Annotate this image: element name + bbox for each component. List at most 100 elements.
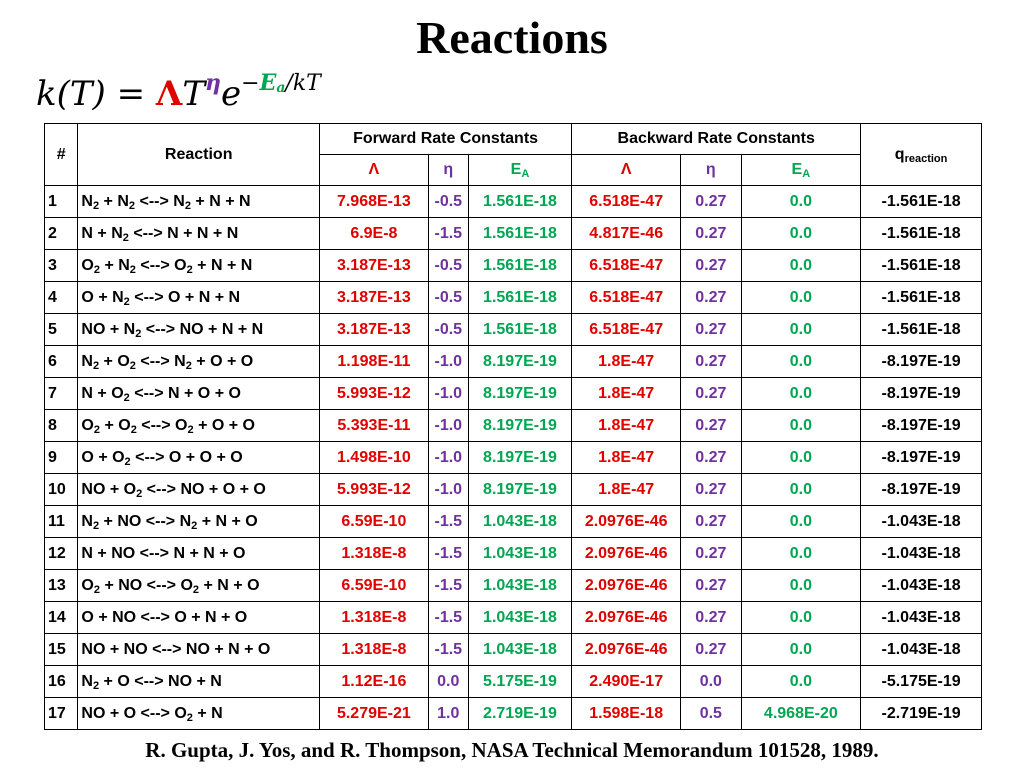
reaction-equation: O2 + N2 <--> O2 + N + N — [77, 249, 320, 282]
backward-eta: 0.27 — [680, 185, 742, 218]
formula-tail: /kT — [285, 71, 321, 96]
backward-lambda: 2.0976E-46 — [571, 505, 682, 538]
forward-eta: -1.5 — [427, 633, 469, 666]
backward-ea: 0.0 — [740, 473, 862, 506]
backward-lambda: 1.8E-47 — [571, 377, 682, 410]
reactions-table-body: 1 N2 + N2 <--> N2 + N + N 7.968E-13 -0.5 1.5… — [43, 185, 982, 730]
formula-temperature: T — [182, 74, 205, 114]
forward-ea: 1.561E-18 — [467, 249, 573, 282]
formula-eta: η — [205, 70, 221, 96]
header-number: # — [43, 123, 79, 186]
reaction-equation: N2 + O2 <--> N2 + O + O — [77, 345, 320, 378]
forward-lambda: 7.968E-13 — [318, 185, 429, 218]
row-number: 7 — [43, 377, 79, 410]
q-reaction: -8.197E-19 — [860, 377, 982, 410]
table-row: 3 O2 + N2 <--> O2 + N + N 3.187E-13 -0.5 1.5… — [43, 249, 982, 282]
reaction-equation: N2 + NO <--> N2 + N + O — [77, 505, 320, 538]
formula-minus: − — [241, 71, 260, 96]
forward-ea: 1.561E-18 — [467, 281, 573, 314]
forward-eta: 0.0 — [427, 665, 469, 698]
backward-eta: 0.27 — [680, 505, 742, 538]
header-forward-eta: η — [427, 154, 469, 186]
row-number: 14 — [43, 601, 79, 634]
reaction-equation: O + O2 <--> O + O + O — [77, 441, 320, 474]
formula-activation-energy: Ea — [259, 70, 286, 96]
reaction-equation: O2 + NO <--> O2 + N + O — [77, 569, 320, 602]
backward-lambda: 1.8E-47 — [571, 409, 682, 442]
backward-ea: 4.968E-20 — [740, 697, 862, 730]
forward-eta: -1.5 — [427, 537, 469, 570]
table-row: 1 N2 + N2 <--> N2 + N + N 7.968E-13 -0.5 1.5… — [43, 185, 982, 218]
header-forward-lambda: Λ — [318, 154, 429, 186]
table-row: 16 N2 + O <--> NO + N 1.12E-16 0.0 5.175E-19… — [43, 665, 982, 698]
row-number: 11 — [43, 505, 79, 538]
row-number: 2 — [43, 217, 79, 250]
q-reaction: -1.043E-18 — [860, 633, 982, 666]
q-reaction: -1.561E-18 — [860, 217, 982, 250]
q-reaction: -1.043E-18 — [860, 601, 982, 634]
table-row: 15 NO + NO <--> NO + N + O 1.318E-8 -1.5 1.0… — [43, 633, 982, 666]
forward-eta: -1.0 — [427, 377, 469, 410]
row-number: 10 — [43, 473, 79, 506]
row-number: 16 — [43, 665, 79, 698]
backward-ea: 0.0 — [740, 377, 862, 410]
backward-lambda: 6.518E-47 — [571, 249, 682, 282]
forward-ea: 8.197E-19 — [467, 409, 573, 442]
backward-ea: 0.0 — [740, 217, 862, 250]
formula-lhs: k(T) = — [36, 74, 156, 114]
forward-lambda: 5.993E-12 — [318, 473, 429, 506]
forward-lambda: 3.187E-13 — [318, 313, 429, 346]
backward-eta: 0.27 — [680, 473, 742, 506]
row-number: 12 — [43, 537, 79, 570]
forward-lambda: 5.993E-12 — [318, 377, 429, 410]
backward-lambda: 2.0976E-46 — [571, 537, 682, 570]
rate-formula: k(T) = ΛTηe−Ea/kT — [36, 68, 321, 120]
q-reaction: -8.197E-19 — [860, 409, 982, 442]
forward-lambda: 1.198E-11 — [318, 345, 429, 378]
backward-ea: 0.0 — [740, 601, 862, 634]
reaction-equation: NO + NO <--> NO + N + O — [77, 633, 320, 666]
backward-eta: 0.27 — [680, 313, 742, 346]
q-reaction: -1.561E-18 — [860, 281, 982, 314]
row-number: 13 — [43, 569, 79, 602]
forward-ea: 1.043E-18 — [467, 633, 573, 666]
forward-ea: 1.043E-18 — [467, 569, 573, 602]
backward-eta: 0.27 — [680, 537, 742, 570]
reaction-equation: N2 + N2 <--> N2 + N + N — [77, 185, 320, 218]
backward-ea: 0.0 — [740, 441, 862, 474]
forward-lambda: 1.498E-10 — [318, 441, 429, 474]
forward-lambda: 1.318E-8 — [318, 601, 429, 634]
formula-e: e — [221, 74, 242, 114]
row-number: 4 — [43, 281, 79, 314]
backward-lambda: 1.8E-47 — [571, 345, 682, 378]
backward-eta: 0.5 — [680, 697, 742, 730]
table-row: 12 N + NO <--> N + N + O 1.318E-8 -1.5 1.043… — [43, 537, 982, 570]
forward-ea: 8.197E-19 — [467, 345, 573, 378]
backward-lambda: 1.8E-47 — [571, 441, 682, 474]
forward-ea: 2.719E-19 — [467, 697, 573, 730]
backward-eta: 0.27 — [680, 409, 742, 442]
row-number: 3 — [43, 249, 79, 282]
forward-lambda: 1.318E-8 — [318, 537, 429, 570]
forward-ea: 1.561E-18 — [467, 313, 573, 346]
backward-ea: 0.0 — [740, 345, 862, 378]
table-row: 11 N2 + NO <--> N2 + N + O 6.59E-10 -1.5 1.0… — [43, 505, 982, 538]
forward-eta: -0.5 — [427, 185, 469, 218]
row-number: 1 — [43, 185, 79, 218]
header-backward-lambda: Λ — [571, 154, 682, 186]
backward-eta: 0.27 — [680, 601, 742, 634]
backward-lambda: 2.0976E-46 — [571, 633, 682, 666]
q-reaction: -2.719E-19 — [860, 697, 982, 730]
backward-eta: 0.27 — [680, 441, 742, 474]
header-forward: Forward Rate Constants — [318, 123, 573, 155]
forward-eta: -1.5 — [427, 505, 469, 538]
forward-lambda: 5.279E-21 — [318, 697, 429, 730]
backward-eta: 0.27 — [680, 377, 742, 410]
forward-eta: -1.5 — [427, 601, 469, 634]
backward-eta: 0.27 — [680, 217, 742, 250]
forward-lambda: 6.59E-10 — [318, 569, 429, 602]
reaction-equation: NO + O2 <--> NO + O + O — [77, 473, 320, 506]
backward-eta: 0.27 — [680, 249, 742, 282]
q-reaction: -8.197E-19 — [860, 441, 982, 474]
